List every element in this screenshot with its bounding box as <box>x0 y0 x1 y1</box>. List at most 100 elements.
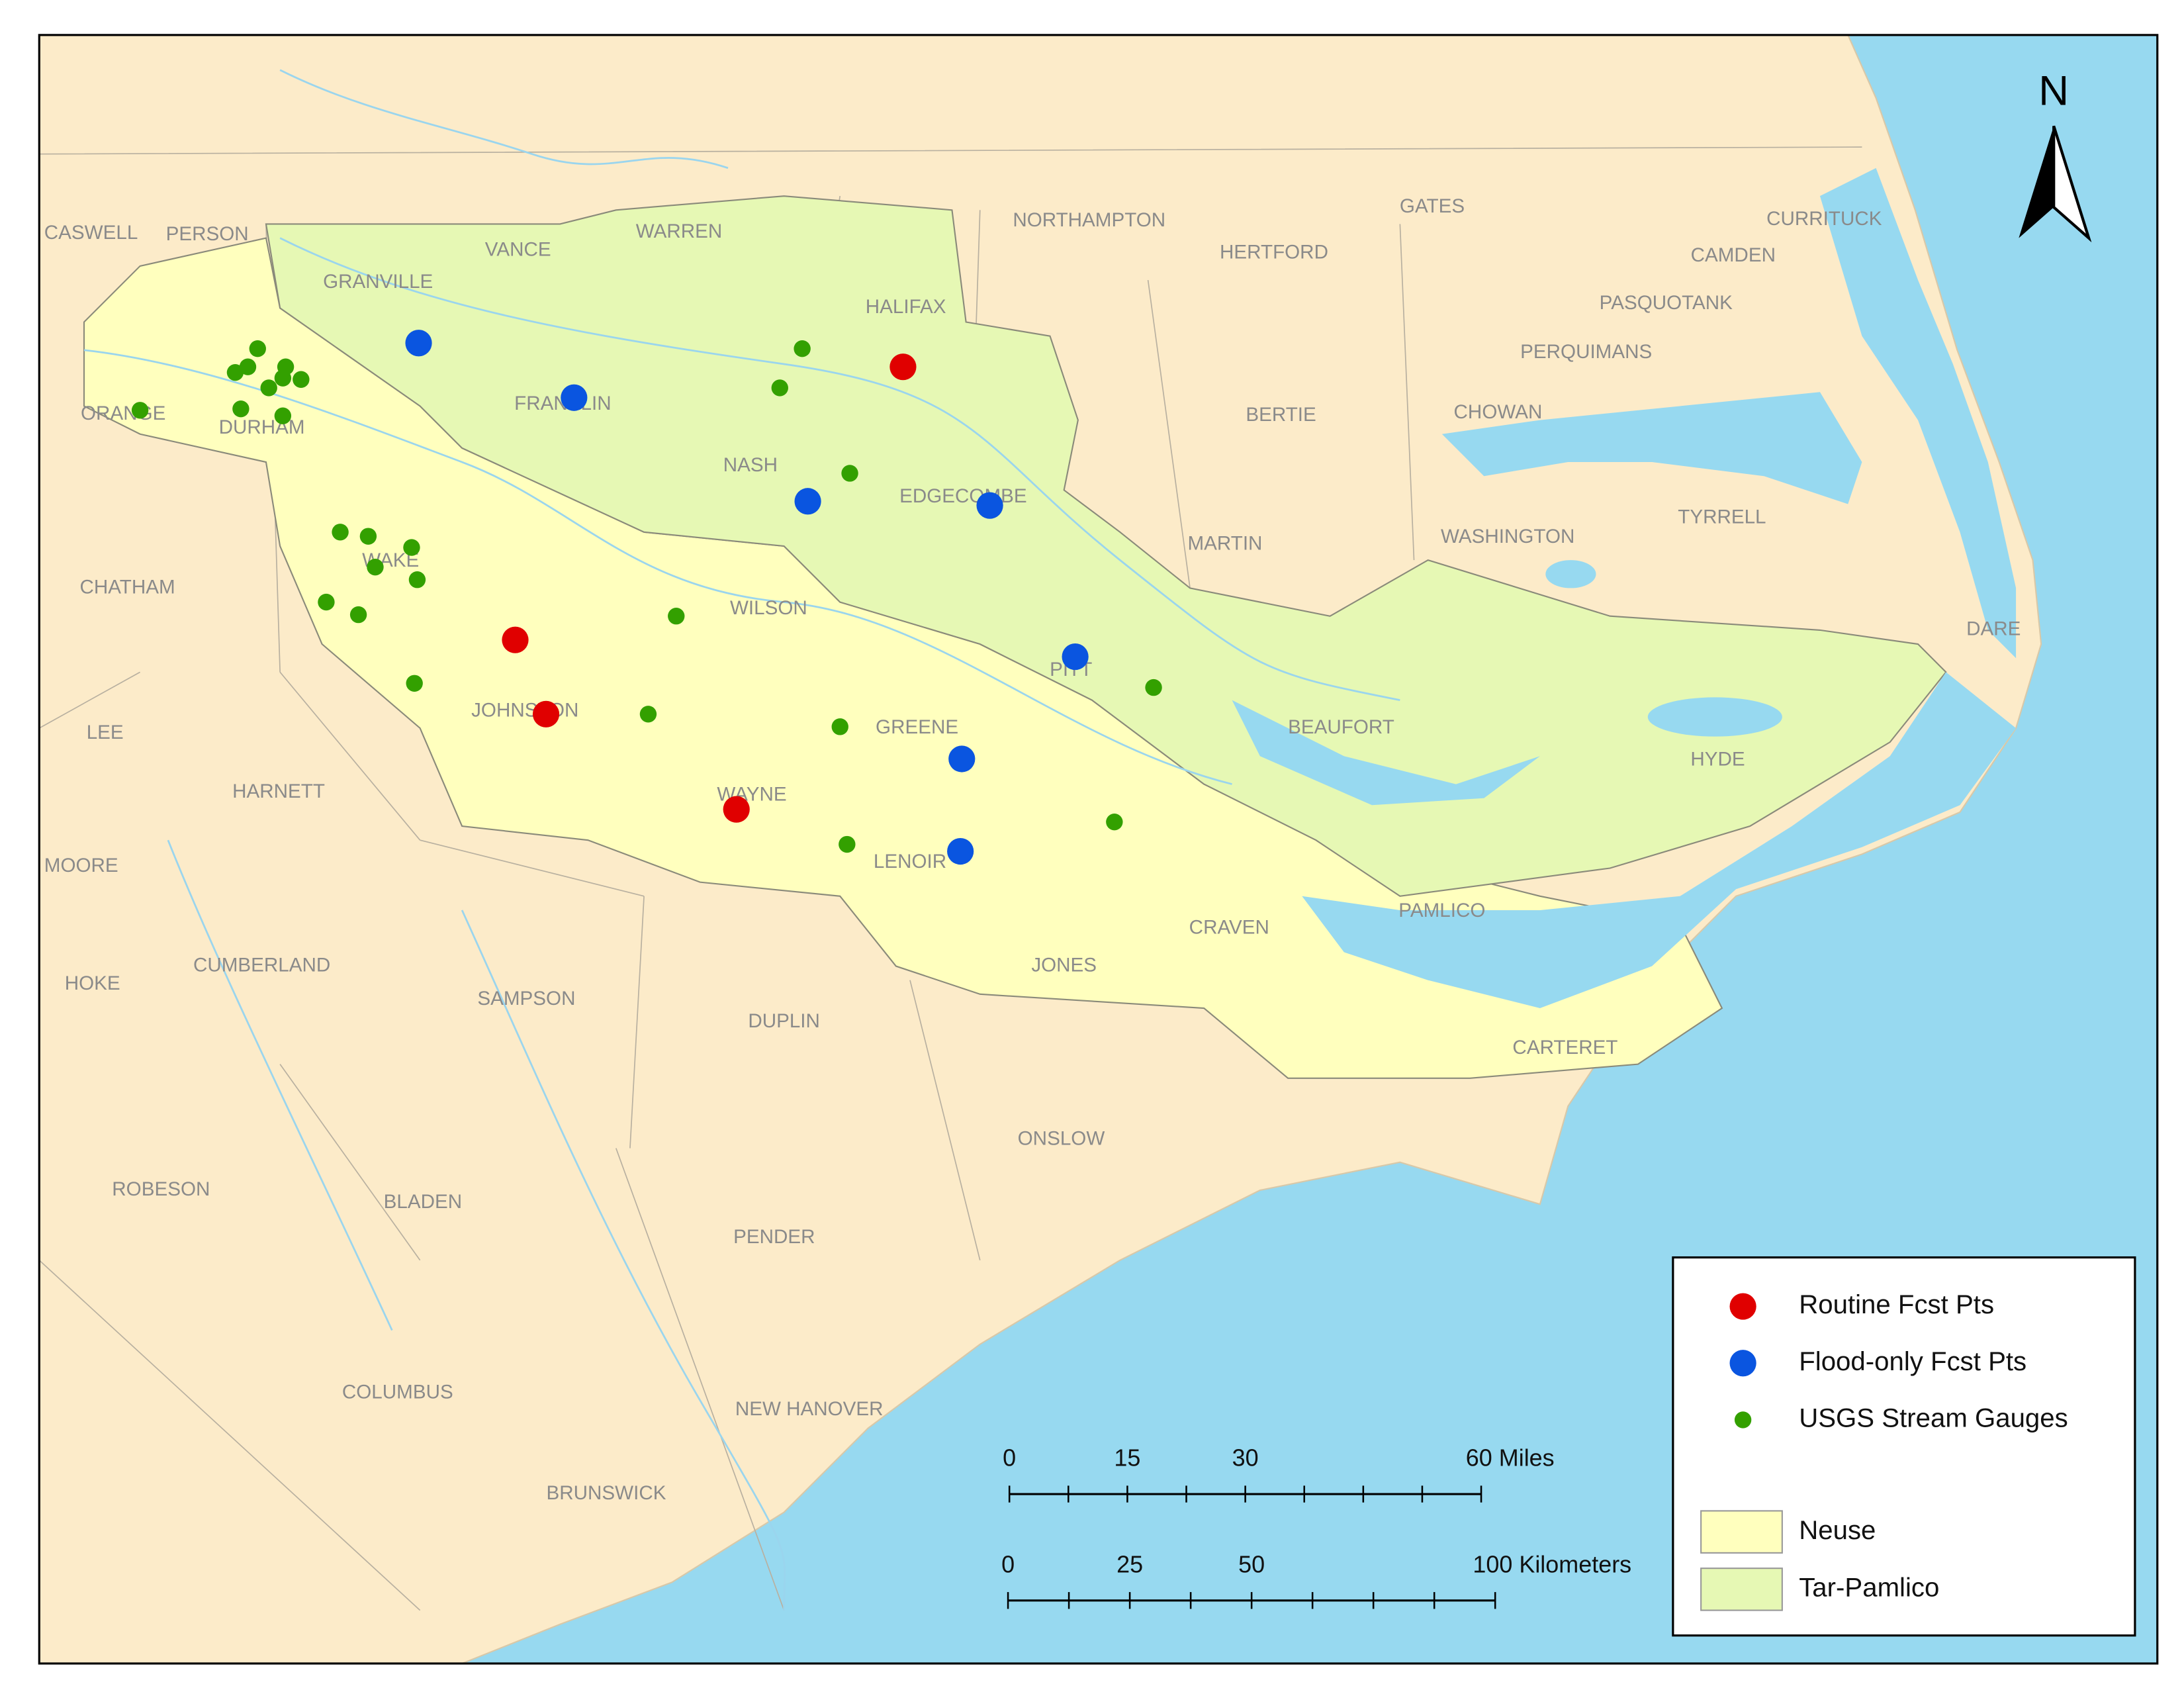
legend: Routine Fcst Pts Flood-only Fcst Pts USGS … <box>1700 1289 2068 1611</box>
county-label: TYRRELL <box>1678 506 1766 528</box>
legend-symbol <box>1734 1411 1752 1429</box>
county-label: PAMLICO <box>1398 900 1485 921</box>
stream-gauge <box>293 371 310 388</box>
stream-gauge <box>318 593 335 611</box>
county-label: SAMPSON <box>477 988 575 1009</box>
county-label: VANCE <box>485 238 551 260</box>
county-label: NASH <box>723 454 778 476</box>
legend-label: Tar-Pamlico <box>1799 1572 1939 1602</box>
county-label: WARREN <box>636 220 723 242</box>
flood-only-point <box>794 488 821 515</box>
stream-gauge <box>359 528 377 545</box>
county-label: CASWELL <box>44 222 138 244</box>
scale-label: 25 <box>1116 1550 1143 1577</box>
rivers <box>83 69 1400 1611</box>
scale-end-label: 60 Miles <box>1466 1444 1555 1472</box>
stream-gauge <box>668 608 685 625</box>
county-label: WASHINGTON <box>1441 526 1574 547</box>
county-label: HARNETT <box>232 780 325 802</box>
county-label: WILSON <box>730 597 807 619</box>
legend-swatch <box>1700 1510 1783 1554</box>
stream-gauge <box>277 358 295 375</box>
flood-only-point <box>561 384 588 411</box>
legend-label: USGS Stream Gauges <box>1799 1403 2068 1433</box>
stream-gauge <box>406 675 423 692</box>
county-label: PASQUOTANK <box>1600 292 1733 314</box>
tar-pamlico-basin <box>265 195 1947 897</box>
routine-point <box>532 700 560 727</box>
routine-point <box>723 796 750 823</box>
county-label: BRUNSWICK <box>547 1482 666 1504</box>
county-label: PERSON <box>166 223 249 245</box>
county-label: MARTIN <box>1187 533 1262 555</box>
stream-gauge <box>1145 679 1162 696</box>
legend-label: Routine Fcst Pts <box>1799 1289 1994 1319</box>
flood-only-point <box>948 745 976 773</box>
county-label: NORTHAMPTON <box>1013 209 1165 231</box>
routine-points <box>502 353 917 823</box>
stream-gauge <box>332 524 349 541</box>
legend-symbol <box>1729 1350 1756 1377</box>
flood-only-point <box>976 492 1003 519</box>
county-label: CARTERET <box>1512 1037 1617 1058</box>
stream-gauge <box>839 835 856 853</box>
county-label: HYDE <box>1690 748 1745 770</box>
county-labels: CASWELL PERSON VANCE WARREN NORTHAMPTON GATES… <box>44 195 2021 1504</box>
county-label: HOKE <box>65 972 120 994</box>
legend-symbol <box>1729 1293 1756 1320</box>
stream-gauge <box>408 571 426 588</box>
county-label: NEW HANOVER <box>735 1398 884 1420</box>
county-label: EDGECOMBE <box>899 485 1027 507</box>
flood-only-point <box>405 330 432 357</box>
stream-gauge <box>226 363 244 381</box>
county-label: CRAVEN <box>1189 916 1269 938</box>
county-label: CAMDEN <box>1691 244 1776 266</box>
county-label: BEAUFORT <box>1288 716 1394 738</box>
county-label: CUMBERLAND <box>193 954 330 976</box>
scale-end-label: 100 Kilometers <box>1473 1550 1631 1577</box>
flood-only-point <box>1062 643 1089 671</box>
stream-gauge <box>841 465 858 482</box>
county-label: HERTFORD <box>1220 242 1328 263</box>
stream-gauge <box>831 718 848 735</box>
county-label: CHOWAN <box>1454 401 1543 423</box>
stream-gauge <box>239 358 257 375</box>
county-label: CURRITUCK <box>1766 208 1882 230</box>
county-label: JONES <box>1031 954 1097 976</box>
stream-gauge <box>403 539 420 556</box>
county-label: DARE <box>1966 618 2021 640</box>
stream-gauge <box>260 379 277 397</box>
routine-point <box>889 353 917 381</box>
north-arrow-right <box>2052 125 2092 243</box>
scale-label: 0 <box>1003 1444 1016 1472</box>
county-label: LENOIR <box>874 851 946 872</box>
scale-label: 0 <box>1001 1550 1015 1577</box>
scale-label: 15 <box>1114 1444 1140 1472</box>
county-label: LEE <box>87 722 124 743</box>
legend-label: Flood-only Fcst Pts <box>1799 1346 2026 1376</box>
county-label: PERQUIMANS <box>1520 341 1652 363</box>
county-label: BLADEN <box>384 1191 462 1213</box>
county-label: GREENE <box>876 716 958 738</box>
stream-gauge <box>349 606 367 624</box>
county-label: GATES <box>1400 195 1465 217</box>
legend-swatch <box>1700 1568 1783 1611</box>
stream-gauge <box>131 402 149 419</box>
county-label: CHATHAM <box>79 576 175 598</box>
county-label: COLUMBUS <box>342 1382 453 1403</box>
map-frame <box>38 34 2159 1665</box>
stream-gauge <box>274 407 292 424</box>
stream-gauge <box>771 379 788 397</box>
scale-label: 50 <box>1238 1550 1265 1577</box>
stream-gauge <box>639 706 657 723</box>
stream-gauge <box>794 340 811 357</box>
county-label: DUPLIN <box>748 1010 820 1032</box>
county-label: PENDER <box>733 1226 815 1248</box>
north-label: N <box>2038 68 2069 115</box>
stream-gauge <box>249 340 266 357</box>
scale-bars: 0 15 30 60 Miles 0 25 50 100 Kilometers <box>1001 1444 1631 1609</box>
county-label: GRANVILLE <box>323 271 433 293</box>
stream-gauge <box>1106 813 1123 831</box>
